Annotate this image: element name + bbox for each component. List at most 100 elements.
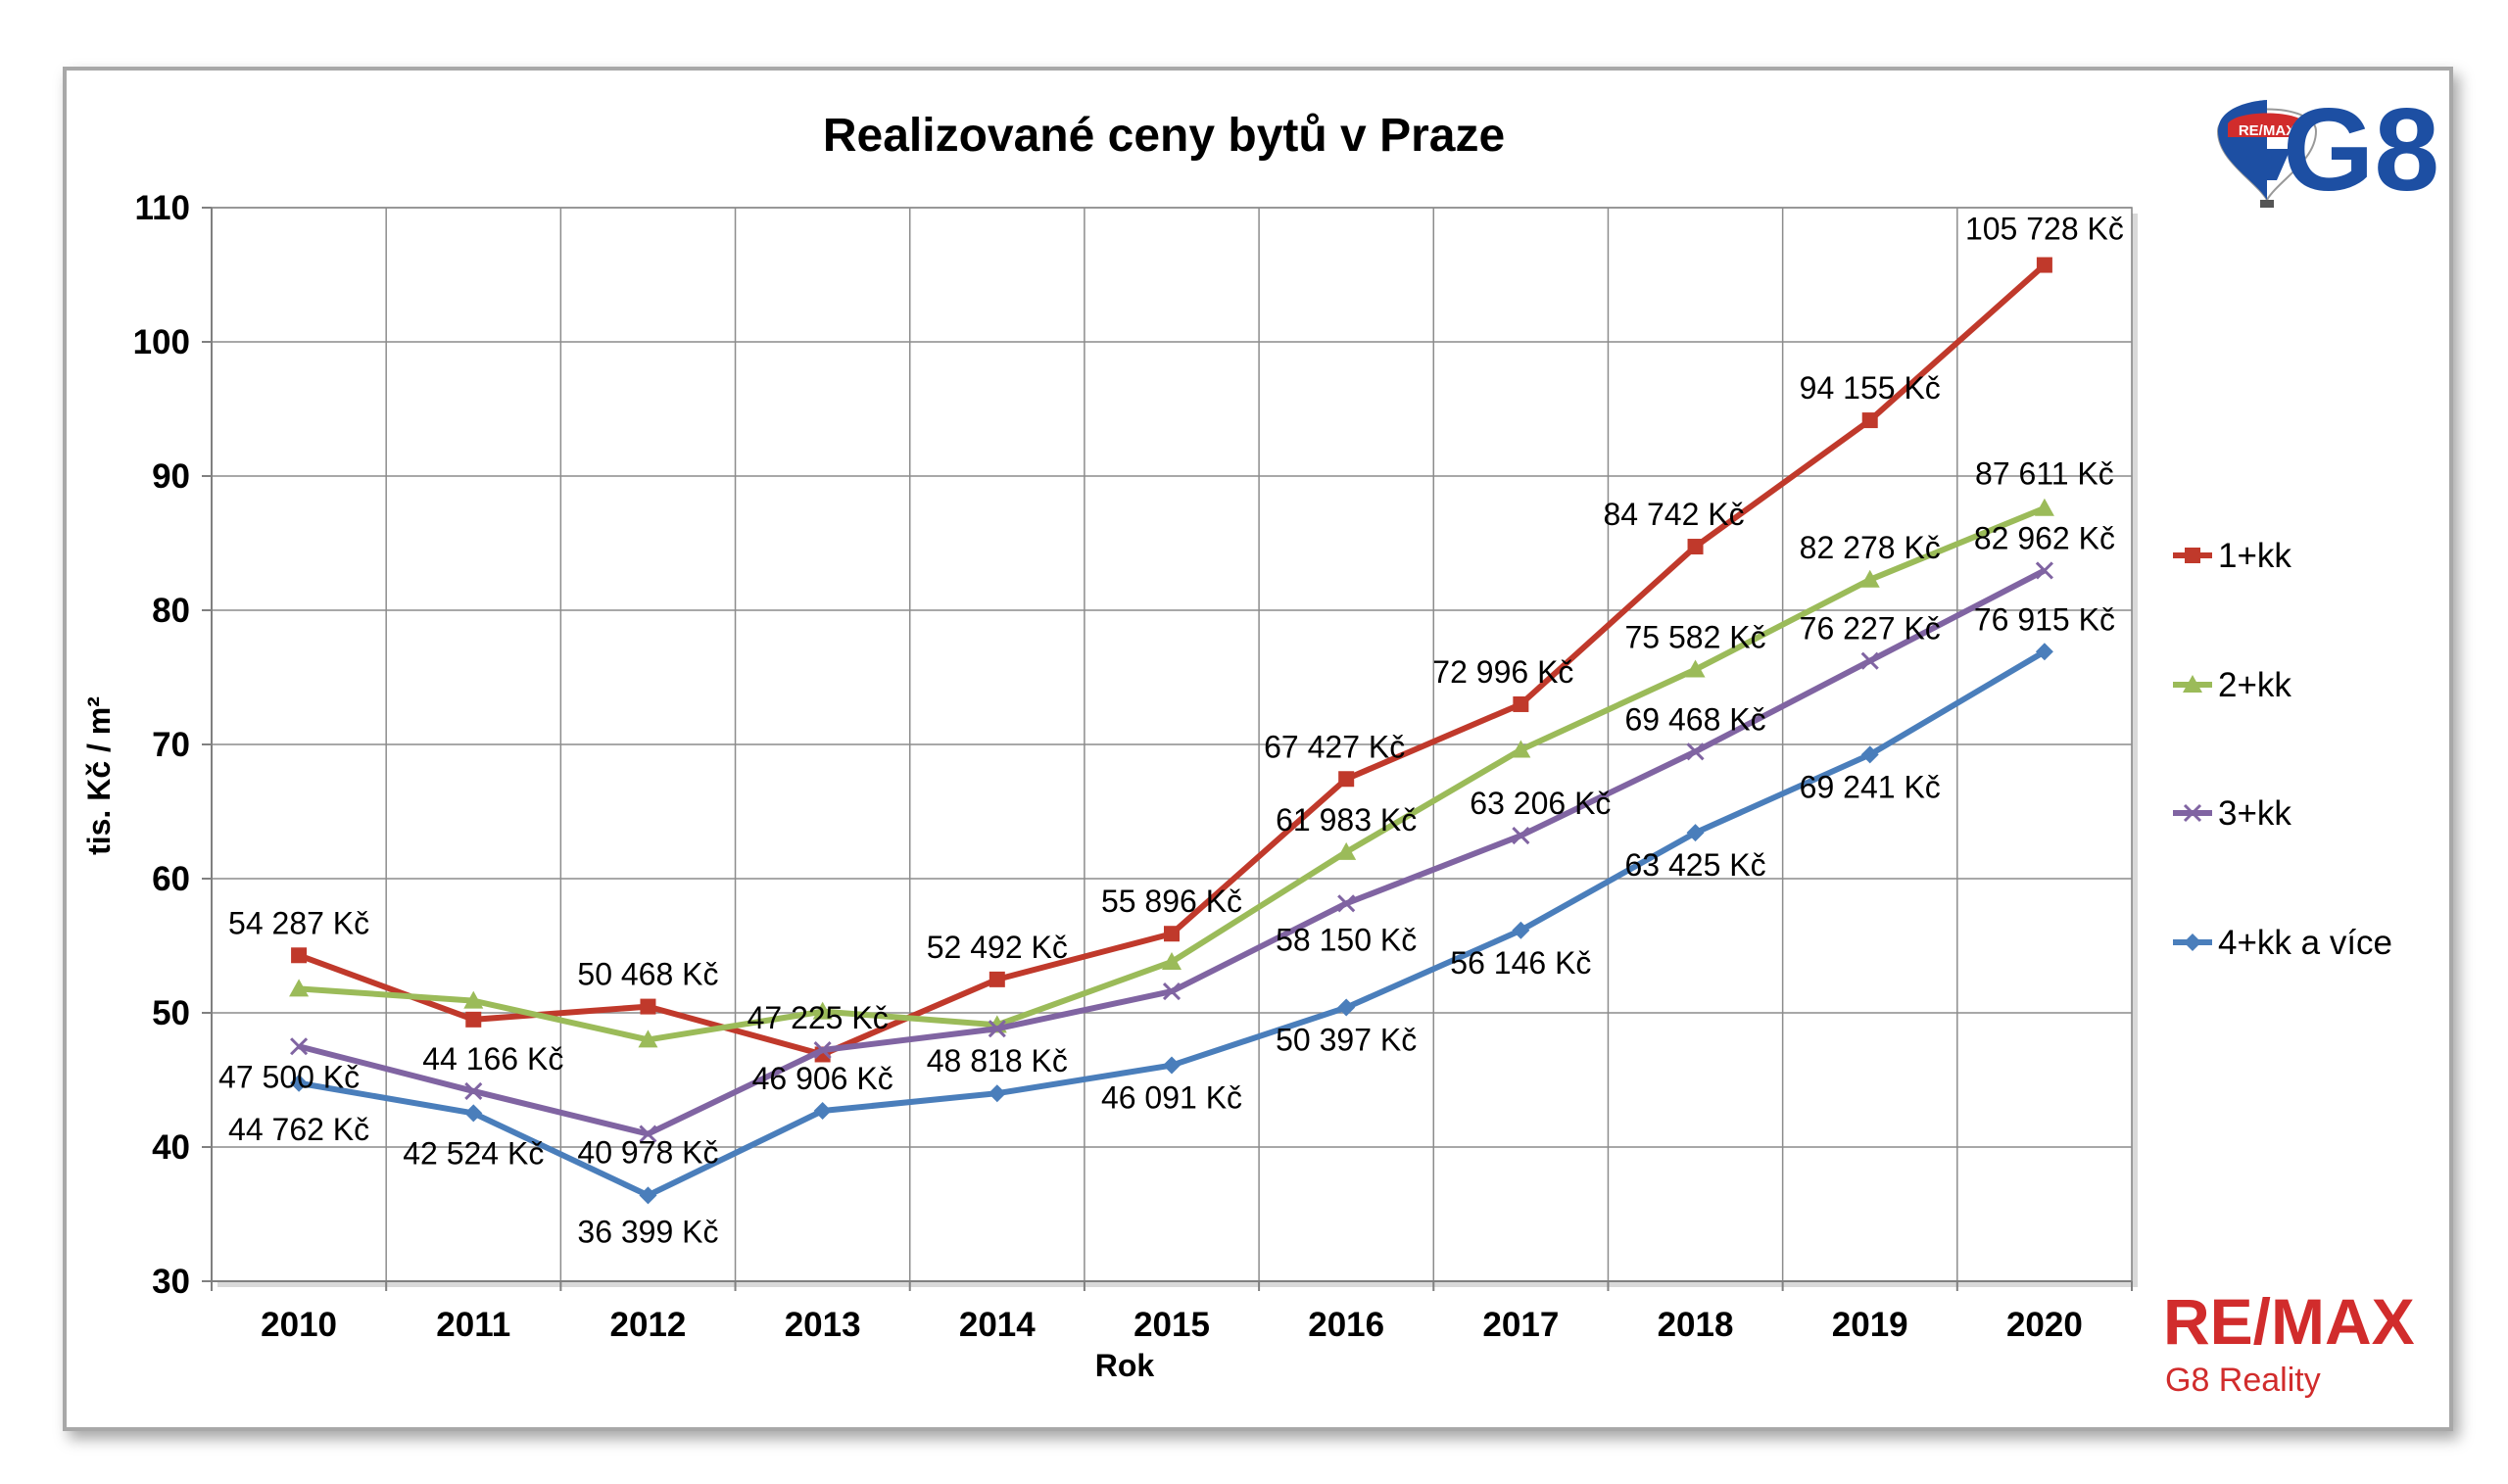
- data-label-layer: 54 287 Kč 50 468 Kč 52 492 Kč 55 896 Kč 67 4…: [218, 212, 2124, 1250]
- data-point: [812, 1001, 833, 1020]
- data-point: [1686, 742, 1705, 761]
- data-label: 72 996 Kč: [1432, 654, 1573, 690]
- remax-brand-text: RE/MAX: [2163, 1285, 2415, 1358]
- data-point: [1860, 745, 1879, 764]
- data-label: 46 906 Kč: [752, 1061, 893, 1096]
- legend-marker: [2185, 548, 2200, 563]
- y-axis: 30 40 50 60 70 80 90 100 110: [133, 189, 213, 1301]
- data-label: 42 524 Kč: [403, 1135, 544, 1171]
- data-point: [465, 1011, 482, 1028]
- series-layer: [289, 257, 2054, 1205]
- data-label: 75 582 Kč: [1624, 620, 1765, 655]
- data-label: 63 206 Kč: [1470, 786, 1611, 821]
- data-point: [1685, 659, 1706, 678]
- legend-label: 3+kk: [2218, 794, 2291, 833]
- remax-balloon-logo: RE/MAX: [2216, 100, 2318, 208]
- data-label: 50 397 Kč: [1276, 1023, 1417, 1058]
- data-label: 44 762 Kč: [228, 1112, 369, 1147]
- x-tick-label: 2016: [1308, 1306, 1384, 1344]
- data-label: 44 166 Kč: [422, 1041, 563, 1077]
- data-point: [1336, 841, 1357, 860]
- data-point: [1859, 569, 1880, 588]
- y-tick-label: 80: [152, 592, 190, 630]
- data-label: 76 915 Kč: [1974, 601, 2115, 637]
- chart-title: Realizované ceny bytů v Praze: [823, 110, 1505, 162]
- data-label: 82 962 Kč: [1974, 520, 2115, 555]
- data-point: [640, 998, 656, 1015]
- data-label: 67 427 Kč: [1264, 729, 1405, 764]
- data-point: [1860, 651, 1879, 670]
- data-label: 56 146 Kč: [1450, 945, 1591, 981]
- data-point: [2036, 257, 2052, 273]
- data-point: [289, 979, 310, 997]
- data-point: [1162, 982, 1182, 1001]
- x-tick-label: 2015: [1133, 1306, 1210, 1344]
- x-tick-label: 2018: [1658, 1306, 1734, 1344]
- data-point: [463, 990, 484, 1009]
- data-label: 61 983 Kč: [1276, 802, 1417, 838]
- series-4-kk-a-v-ce: [290, 643, 2053, 1205]
- data-point: [291, 947, 308, 964]
- x-tick-label: 2014: [959, 1306, 1036, 1344]
- data-label: 63 425 Kč: [1624, 847, 1765, 883]
- data-point: [2035, 561, 2053, 580]
- data-label: 69 241 Kč: [1800, 769, 1941, 804]
- x-tick-label: 2011: [436, 1306, 510, 1344]
- data-point: [2035, 643, 2053, 661]
- data-point: [290, 1037, 309, 1056]
- g8-logo-text: G8: [2283, 84, 2439, 215]
- x-tick-label: 2012: [610, 1306, 687, 1344]
- data-point: [1511, 740, 1531, 758]
- data-label: 82 278 Kč: [1800, 530, 1941, 565]
- data-label: 36 399 Kč: [577, 1214, 718, 1249]
- x-tick-label: 2020: [2006, 1306, 2083, 1344]
- legend: 1+kk 2+kk 3+kk 4+kk a více: [2173, 537, 2392, 962]
- data-point: [988, 1020, 1006, 1038]
- y-tick-label: 70: [152, 726, 190, 764]
- data-label: 40 978 Kč: [577, 1135, 718, 1171]
- legend-label: 2+kk: [2218, 666, 2291, 704]
- data-point: [290, 1074, 309, 1092]
- data-point: [639, 1186, 657, 1205]
- y-tick-label: 30: [152, 1263, 190, 1301]
- y-axis-label: tis. Kč / m²: [81, 696, 117, 855]
- y-tick-label: 50: [152, 994, 190, 1032]
- data-point: [464, 1104, 483, 1123]
- data-label: 58 150 Kč: [1276, 922, 1417, 957]
- data-label: 47 225 Kč: [748, 1000, 889, 1035]
- data-point: [1512, 827, 1530, 845]
- data-label: 87 611 Kč: [1975, 456, 2114, 492]
- x-axis-label: Rok: [1095, 1348, 1155, 1383]
- data-point: [1163, 1056, 1181, 1075]
- data-label: 46 091 Kč: [1101, 1080, 1242, 1116]
- data-point: [1861, 412, 1878, 429]
- data-point: [2034, 498, 2054, 516]
- data-point: [1512, 921, 1530, 939]
- data-label: 47 500 Kč: [218, 1059, 360, 1094]
- remax-brand-subtitle: G8 Reality: [2165, 1362, 2321, 1399]
- y-tick-label: 100: [133, 323, 190, 361]
- data-label: 55 896 Kč: [1101, 884, 1242, 919]
- legend-item-3-kk: 3+kk: [2173, 794, 2291, 833]
- data-point: [1686, 824, 1705, 842]
- data-point: [1162, 951, 1182, 970]
- data-point: [1338, 771, 1355, 788]
- data-point: [1337, 894, 1356, 913]
- data-point: [989, 971, 1005, 987]
- data-point: [813, 1040, 832, 1060]
- y-tick-label: 40: [152, 1128, 190, 1167]
- data-label: 105 728 Kč: [1965, 212, 2124, 247]
- x-tick-label: 2013: [785, 1306, 861, 1344]
- data-point: [638, 1029, 658, 1048]
- x-tick-label: 2017: [1482, 1306, 1559, 1344]
- data-point: [813, 1102, 832, 1121]
- legend-label: 1+kk: [2218, 537, 2291, 575]
- data-point: [1513, 695, 1529, 712]
- legend-item-1-kk: 1+kk: [2173, 537, 2291, 575]
- data-label: 50 468 Kč: [577, 957, 718, 992]
- y-tick-label: 60: [152, 860, 190, 898]
- legend-item-4-kk-a-v-ce: 4+kk a více: [2173, 924, 2392, 962]
- data-label: 84 742 Kč: [1603, 497, 1744, 532]
- data-label: 52 492 Kč: [927, 930, 1068, 965]
- x-tick-label: 2010: [261, 1306, 337, 1344]
